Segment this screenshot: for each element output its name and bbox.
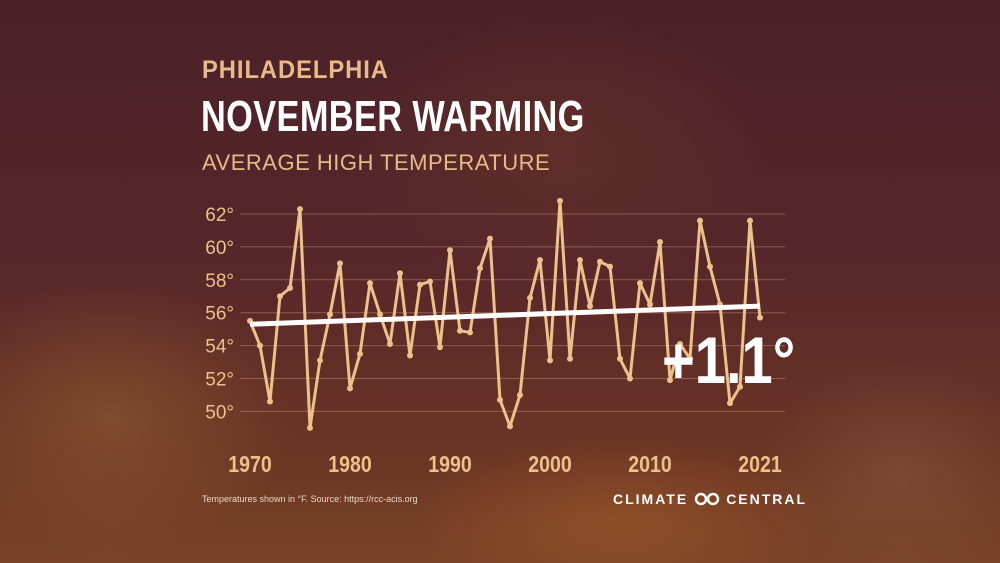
data-point	[697, 217, 703, 224]
data-point	[607, 263, 613, 270]
logo-text-right: CENTRAL	[726, 491, 808, 507]
data-point	[417, 281, 423, 288]
data-point	[537, 257, 543, 264]
data-point	[597, 258, 603, 265]
city-label: PHILADELPHIA	[202, 56, 389, 84]
data-point	[337, 260, 343, 267]
trend-line	[249, 303, 761, 327]
data-point	[387, 340, 393, 347]
data-point	[487, 235, 493, 242]
y-tick-label: 56°	[205, 304, 234, 325]
data-point	[587, 303, 593, 310]
x-tick-label: 2010	[628, 452, 671, 478]
x-tick-label: 1970	[228, 452, 271, 478]
chart-title: NOVEMBER WARMING	[201, 92, 585, 141]
data-point	[367, 280, 373, 287]
temperature-line	[248, 199, 762, 430]
data-point	[407, 352, 413, 359]
data-point	[257, 342, 263, 349]
data-point	[547, 357, 553, 364]
data-point	[397, 270, 403, 277]
y-tick-label: 52°	[205, 370, 234, 391]
data-point	[737, 383, 743, 390]
data-point	[477, 265, 483, 272]
y-tick-label: 60°	[205, 238, 234, 259]
data-point	[557, 197, 563, 204]
y-tick-label: 50°	[205, 402, 234, 423]
data-point	[757, 314, 763, 321]
data-point	[637, 280, 643, 287]
climate-central-logo: CLIMATE CENTRAL	[613, 491, 807, 507]
data-point	[327, 311, 333, 318]
x-tick-label: 1980	[328, 452, 371, 478]
data-point	[617, 355, 623, 362]
data-point	[457, 327, 463, 334]
data-point	[727, 400, 733, 407]
data-point	[577, 257, 583, 264]
change-annotation: +1.1°	[662, 323, 796, 397]
data-point	[427, 278, 433, 285]
data-point	[317, 357, 323, 364]
data-point	[287, 285, 293, 292]
data-point	[347, 385, 353, 392]
data-point	[747, 217, 753, 224]
data-point	[527, 294, 533, 301]
chart-subtitle: AVERAGE HIGH TEMPERATURE	[202, 150, 551, 175]
logo-rings-icon	[694, 492, 720, 506]
data-point	[467, 329, 473, 336]
data-point	[267, 398, 273, 405]
data-point	[667, 377, 673, 384]
data-point	[647, 301, 653, 308]
data-point	[677, 340, 683, 347]
data-point	[507, 423, 513, 430]
data-point	[657, 238, 663, 245]
y-tick-label: 58°	[205, 271, 234, 292]
y-tick-label: 62°	[205, 205, 234, 226]
data-point	[447, 247, 453, 254]
logo-text-left: CLIMATE	[613, 491, 689, 507]
y-tick-label: 54°	[205, 337, 234, 358]
source-note: Temperatures shown in °F. Source: https:…	[202, 494, 418, 504]
data-point	[437, 344, 443, 351]
x-tick-label: 1990	[428, 452, 471, 478]
data-point	[277, 293, 283, 300]
data-point	[357, 350, 363, 357]
data-point	[707, 263, 713, 270]
data-point	[627, 375, 633, 382]
data-point	[517, 391, 523, 398]
data-point	[567, 355, 573, 362]
data-point	[297, 206, 303, 213]
data-point	[377, 311, 383, 318]
x-tick-label: 2000	[528, 452, 571, 478]
data-point	[497, 396, 503, 403]
data-point	[307, 424, 313, 431]
data-point	[687, 355, 693, 362]
x-tick-label: 2021	[738, 452, 782, 478]
